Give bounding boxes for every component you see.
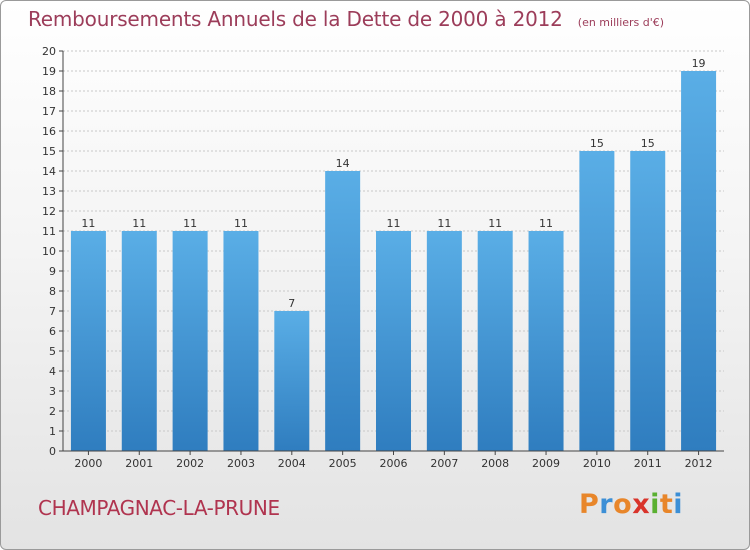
data-label: 11: [488, 217, 502, 230]
logo-letter: o: [613, 489, 633, 520]
y-tick-label: 13: [42, 185, 56, 198]
logo-letter: i: [650, 489, 660, 520]
x-tick-label: 2012: [685, 457, 713, 470]
x-tick-label: 2000: [74, 457, 102, 470]
y-tick-label: 3: [49, 385, 56, 398]
y-tick-label: 14: [42, 165, 56, 178]
bar-2004: [274, 311, 310, 451]
chart-title: Remboursements Annuels de la Dette de 20…: [28, 7, 563, 31]
y-tick-label: 8: [49, 285, 56, 298]
commune-name: CHAMPAGNAC-LA-PRUNE: [38, 496, 280, 520]
y-tick-label: 20: [42, 45, 56, 58]
data-label: 15: [590, 137, 604, 150]
y-tick-label: 19: [42, 65, 56, 78]
y-tick-label: 9: [49, 265, 56, 278]
y-tick-label: 1: [49, 425, 56, 438]
x-tick-label: 2003: [227, 457, 255, 470]
bar-2005: [325, 171, 361, 451]
bar-2009: [528, 231, 564, 451]
x-tick-label: 2004: [278, 457, 306, 470]
y-tick-label: 12: [42, 205, 56, 218]
data-label: 19: [692, 57, 706, 70]
title-row: Remboursements Annuels de la Dette de 20…: [28, 7, 664, 31]
y-tick-label: 10: [42, 245, 56, 258]
bar-2010: [579, 151, 615, 451]
x-tick-label: 2010: [583, 457, 611, 470]
data-label: 11: [387, 217, 401, 230]
data-label: 14: [336, 157, 350, 170]
x-tick-label: 2002: [176, 457, 204, 470]
y-tick-label: 7: [49, 305, 56, 318]
x-tick-label: 2005: [329, 457, 357, 470]
x-tick-label: 2001: [125, 457, 153, 470]
y-tick-label: 18: [42, 85, 56, 98]
data-label: 11: [132, 217, 146, 230]
bar-2006: [376, 231, 411, 451]
y-tick-label: 0: [49, 445, 56, 458]
bar-2012: [681, 71, 717, 451]
y-tick-label: 4: [49, 365, 56, 378]
proxiti-logo: Proxiti: [579, 489, 683, 520]
logo-letter: P: [579, 489, 600, 520]
y-tick-label: 2: [49, 405, 56, 418]
x-tick-label: 2007: [430, 457, 458, 470]
x-tick-label: 2008: [481, 457, 509, 470]
data-label: 7: [288, 297, 295, 310]
y-tick-label: 11: [42, 225, 56, 238]
bars: [70, 71, 717, 451]
y-tick-label: 17: [42, 105, 56, 118]
data-label: 11: [437, 217, 451, 230]
bar-2011: [630, 151, 666, 451]
data-label: 11: [234, 217, 248, 230]
data-label: 11: [81, 217, 95, 230]
y-tick-label: 16: [42, 125, 56, 138]
logo-letter: r: [599, 489, 614, 520]
bar-2001: [121, 231, 157, 451]
logo-letter: t: [659, 489, 674, 520]
chart-subtitle: (en milliers d'€): [577, 16, 665, 29]
bar-2000: [70, 231, 106, 451]
bar-2008: [477, 231, 513, 451]
bar-2003: [223, 231, 259, 451]
labels: 2000 11 2001 11 2002 11 2003 11 2004 7 2005 14 2006 1…: [74, 57, 712, 470]
data-label: 15: [641, 137, 655, 150]
logo-letter: i: [673, 489, 684, 520]
y-tick-label: 6: [49, 325, 56, 338]
y-tick-label: 5: [49, 345, 56, 358]
x-tick-label: 2011: [634, 457, 662, 470]
bar-2007: [426, 231, 462, 451]
data-label: 11: [183, 217, 197, 230]
y-tick-label: 15: [42, 145, 56, 158]
data-label: 11: [539, 217, 553, 230]
bar-2002: [172, 231, 208, 451]
x-tick-label: 2006: [380, 457, 408, 470]
logo-letter: x: [632, 489, 651, 520]
x-tick-label: 2009: [532, 457, 560, 470]
